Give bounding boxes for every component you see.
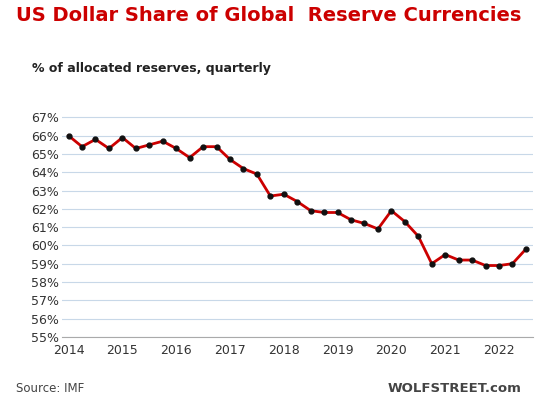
Text: US Dollar Share of Global  Reserve Currencies: US Dollar Share of Global Reserve Curren… bbox=[16, 6, 521, 25]
Text: Source: IMF: Source: IMF bbox=[16, 382, 84, 395]
Text: WOLFSTREET.com: WOLFSTREET.com bbox=[388, 382, 522, 395]
Text: % of allocated reserves, quarterly: % of allocated reserves, quarterly bbox=[32, 62, 271, 75]
